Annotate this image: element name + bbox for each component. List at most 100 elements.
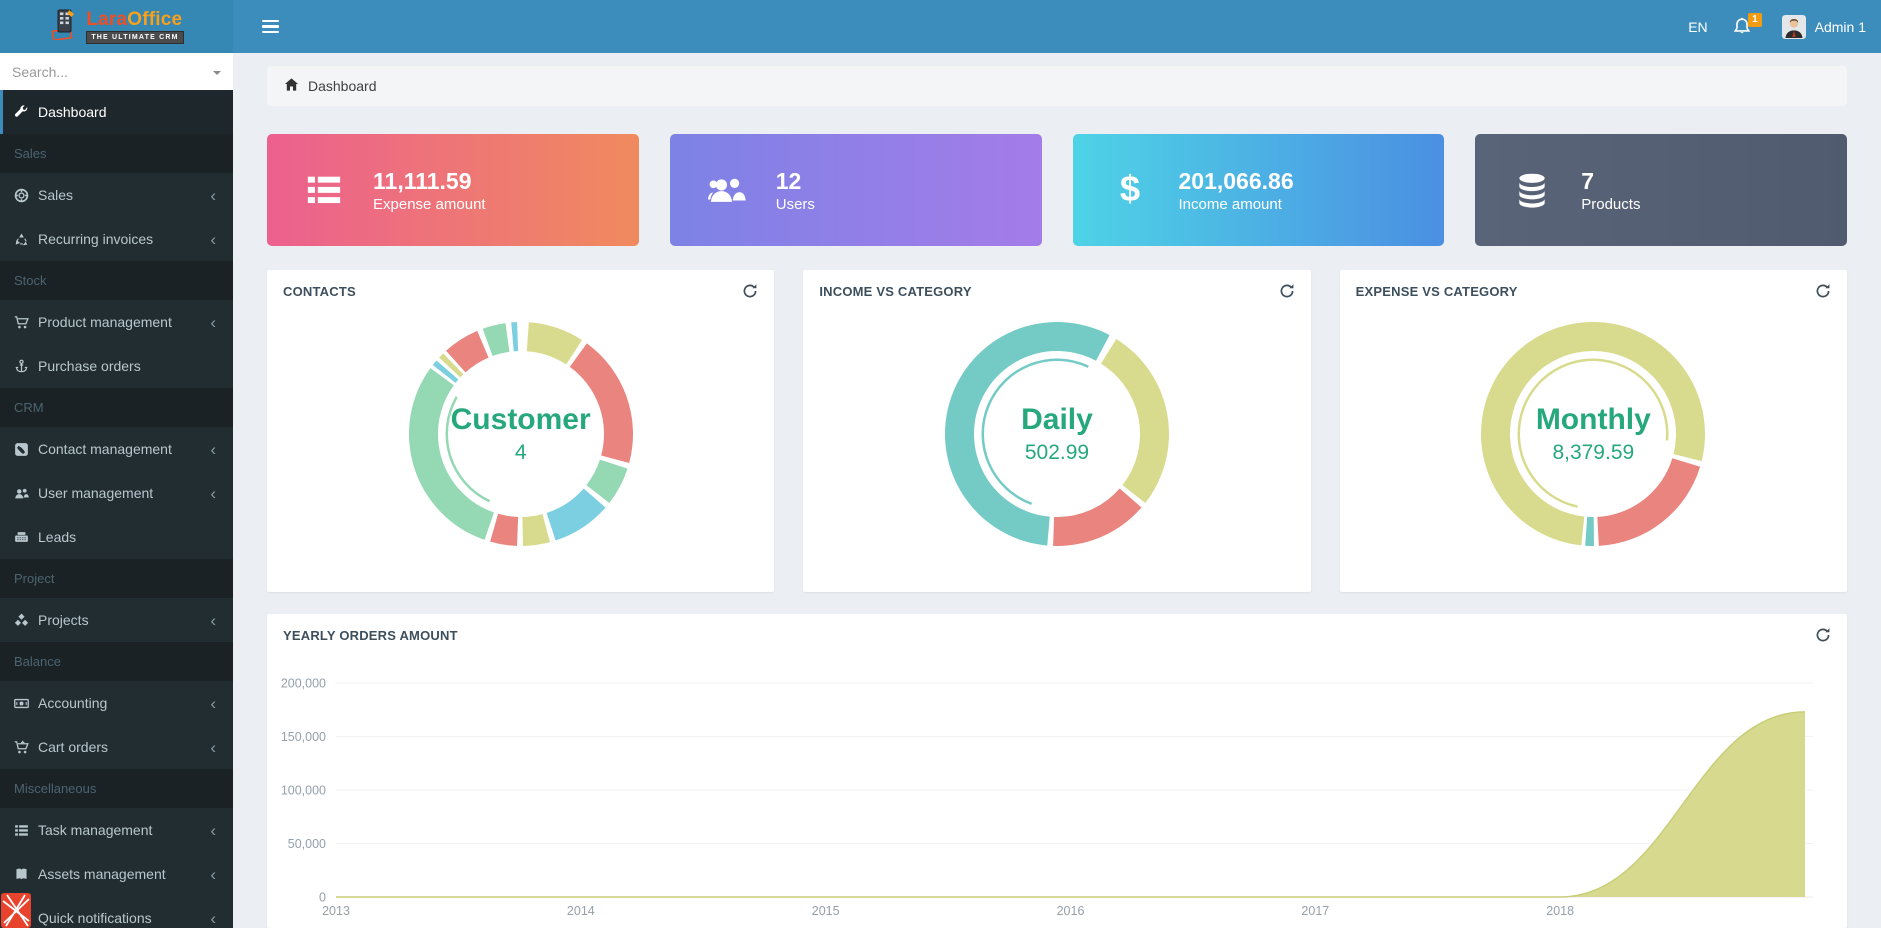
stat-card-users[interactable]: 12 Users <box>669 134 1042 246</box>
brand-name: LaraOffice <box>86 8 183 30</box>
cubes-icon <box>14 613 38 628</box>
yearly-orders-panel: YEARLY ORDERS AMOUNT 0 50,000 100,000 150,0… <box>267 614 1847 928</box>
sidebar-item-label: Projects <box>38 612 89 628</box>
sidebar-menu: Dashboard Sales Sales ‹ Recurring invoices ‹ S… <box>0 90 233 928</box>
sidebar-toggle-button[interactable] <box>250 0 290 53</box>
svg-text:2016: 2016 <box>1057 904 1085 918</box>
sidebar-section-miscellaneous: Miscellaneous <box>0 769 233 808</box>
chevron-left-icon: ‹ <box>210 693 216 713</box>
sidebar-item-task-management[interactable]: Task management ‹ <box>0 808 233 852</box>
sidebar-item-label: Accounting <box>38 695 108 711</box>
stat-card-expense-amount[interactable]: 11,111.59 Expense amount <box>267 134 639 246</box>
donut-center-label: Customer 4 <box>401 314 641 554</box>
list-icon <box>14 823 38 838</box>
donut-center-value: 8,379.59 <box>1552 441 1635 464</box>
stat-card-income-amount[interactable]: $201,066.86 Income amount <box>1072 134 1445 246</box>
donut-center-value: 502.99 <box>1024 441 1090 464</box>
donut-center-title: Daily <box>1021 403 1093 436</box>
sidebar-item-label: Assets management <box>38 866 166 882</box>
sidebar-item-assets-management[interactable]: Assets management ‹ <box>0 852 233 896</box>
chevron-left-icon: ‹ <box>210 737 216 757</box>
svg-text:$: $ <box>1119 171 1139 209</box>
sidebar-item-label: Leads <box>38 529 77 545</box>
stat-cards-row: 11,111.59 Expense amount 12 Users $201,066.8… <box>267 134 1847 246</box>
svg-text:2018: 2018 <box>1546 904 1574 918</box>
cart-plus-icon <box>14 740 38 755</box>
sidebar-item-contact-management[interactable]: Contact management ‹ <box>0 427 233 471</box>
sidebar-item-cart-orders[interactable]: Cart orders ‹ <box>0 725 233 769</box>
refresh-icon[interactable] <box>1277 282 1297 302</box>
svg-text:2014: 2014 <box>567 904 595 918</box>
search-caret-icon[interactable] <box>213 71 221 79</box>
sidebar-item-recurring-invoices[interactable]: Recurring invoices ‹ <box>0 217 233 261</box>
cart-icon <box>14 315 38 330</box>
donut-center-label: Daily 502.99 <box>937 314 1177 554</box>
stat-card-label: Products <box>1581 196 1641 214</box>
donut-center-value: 4 <box>514 441 527 464</box>
panel-title: INCOME VS CATEGORY <box>819 284 972 299</box>
notifications-button[interactable]: 1 <box>1732 12 1762 41</box>
expense-donut-chart: Monthly 8,379.59 <box>1473 314 1713 554</box>
chevron-left-icon: ‹ <box>210 820 216 840</box>
bell-icon <box>1732 17 1752 41</box>
chevron-left-icon: ‹ <box>210 610 216 630</box>
refresh-icon[interactable] <box>740 282 760 302</box>
brand-logo[interactable]: LaraOffice THE ULTIMATE CRM <box>0 0 233 53</box>
sidebar-item-label: Purchase orders <box>38 358 141 374</box>
users-icon <box>707 171 746 209</box>
chevron-left-icon: ‹ <box>210 908 216 928</box>
svg-text:2013: 2013 <box>322 904 350 918</box>
life-ring-icon <box>14 188 38 203</box>
sidebar-item-sales[interactable]: Sales ‹ <box>0 173 233 217</box>
chevron-left-icon: ‹ <box>210 185 216 205</box>
language-selector[interactable]: EN <box>1688 18 1708 35</box>
sidebar-item-purchase-orders[interactable]: Purchase orders <box>0 344 233 388</box>
donut-panels-row: CONTACTS Customer 4 INCOME VS CATEGORY Da… <box>267 270 1847 592</box>
sidebar-item-product-management[interactable]: Product management ‹ <box>0 300 233 344</box>
top-bar: LaraOffice THE ULTIMATE CRM EN 1 <box>0 0 1881 53</box>
stat-card-value: 201,066.86 <box>1178 167 1294 194</box>
refresh-icon[interactable] <box>1813 282 1833 302</box>
svg-text:100,000: 100,000 <box>281 784 326 798</box>
fax-icon <box>14 530 38 545</box>
contacts-donut-chart: Customer 4 <box>401 314 641 554</box>
dollar-icon: $ <box>1111 171 1149 209</box>
svg-text:50,000: 50,000 <box>288 837 326 851</box>
chevron-left-icon: ‹ <box>210 229 216 249</box>
stat-card-products[interactable]: 7 Products <box>1475 134 1847 246</box>
notification-count-badge: 1 <box>1748 12 1762 27</box>
user-menu[interactable]: Admin 1 <box>1781 14 1866 39</box>
refresh-icon[interactable] <box>1813 626 1833 646</box>
panel-title: EXPENSE VS CATEGORY <box>1355 284 1518 299</box>
sidebar-item-leads[interactable]: Leads <box>0 515 233 559</box>
sidebar-item-user-management[interactable]: User management ‹ <box>0 471 233 515</box>
stat-card-value: 11,111.59 <box>373 167 472 194</box>
brand-tagline: THE ULTIMATE CRM <box>86 30 184 44</box>
search-input[interactable] <box>12 63 213 80</box>
phone-square-icon <box>14 442 38 457</box>
breadcrumb-label[interactable]: Dashboard <box>308 78 377 94</box>
recycle-icon <box>14 232 38 247</box>
stat-card-value: 12 <box>775 167 802 194</box>
sidebar-item-accounting[interactable]: Accounting ‹ <box>0 681 233 725</box>
sidebar-item-label: Cart orders <box>38 739 109 755</box>
sidebar-item-label: Task management <box>38 822 153 838</box>
chevron-left-icon: ‹ <box>210 864 216 884</box>
svg-text:2015: 2015 <box>812 904 840 918</box>
anchor-icon <box>14 359 38 374</box>
stat-card-label: Income amount <box>1178 196 1282 214</box>
sidebar-item-dashboard[interactable]: Dashboard <box>0 90 233 134</box>
sidebar-item-label: Recurring invoices <box>38 231 154 247</box>
corner-grid-badge-icon[interactable] <box>1 893 31 928</box>
sidebar-item-label: Contact management <box>38 441 172 457</box>
sidebar-item-projects[interactable]: Projects ‹ <box>0 598 233 642</box>
svg-text:0: 0 <box>319 891 326 905</box>
home-icon <box>284 77 299 95</box>
list-icon <box>305 171 343 209</box>
svg-text:2017: 2017 <box>1301 904 1329 918</box>
stat-card-label: Users <box>775 196 815 214</box>
main-content: Dashboard 11,111.59 Expense amount 12 Users… <box>233 53 1881 928</box>
sidebar-section-stock: Stock <box>0 261 233 300</box>
sidebar-item-quick-notifications[interactable]: Quick notifications ‹ <box>0 896 233 928</box>
